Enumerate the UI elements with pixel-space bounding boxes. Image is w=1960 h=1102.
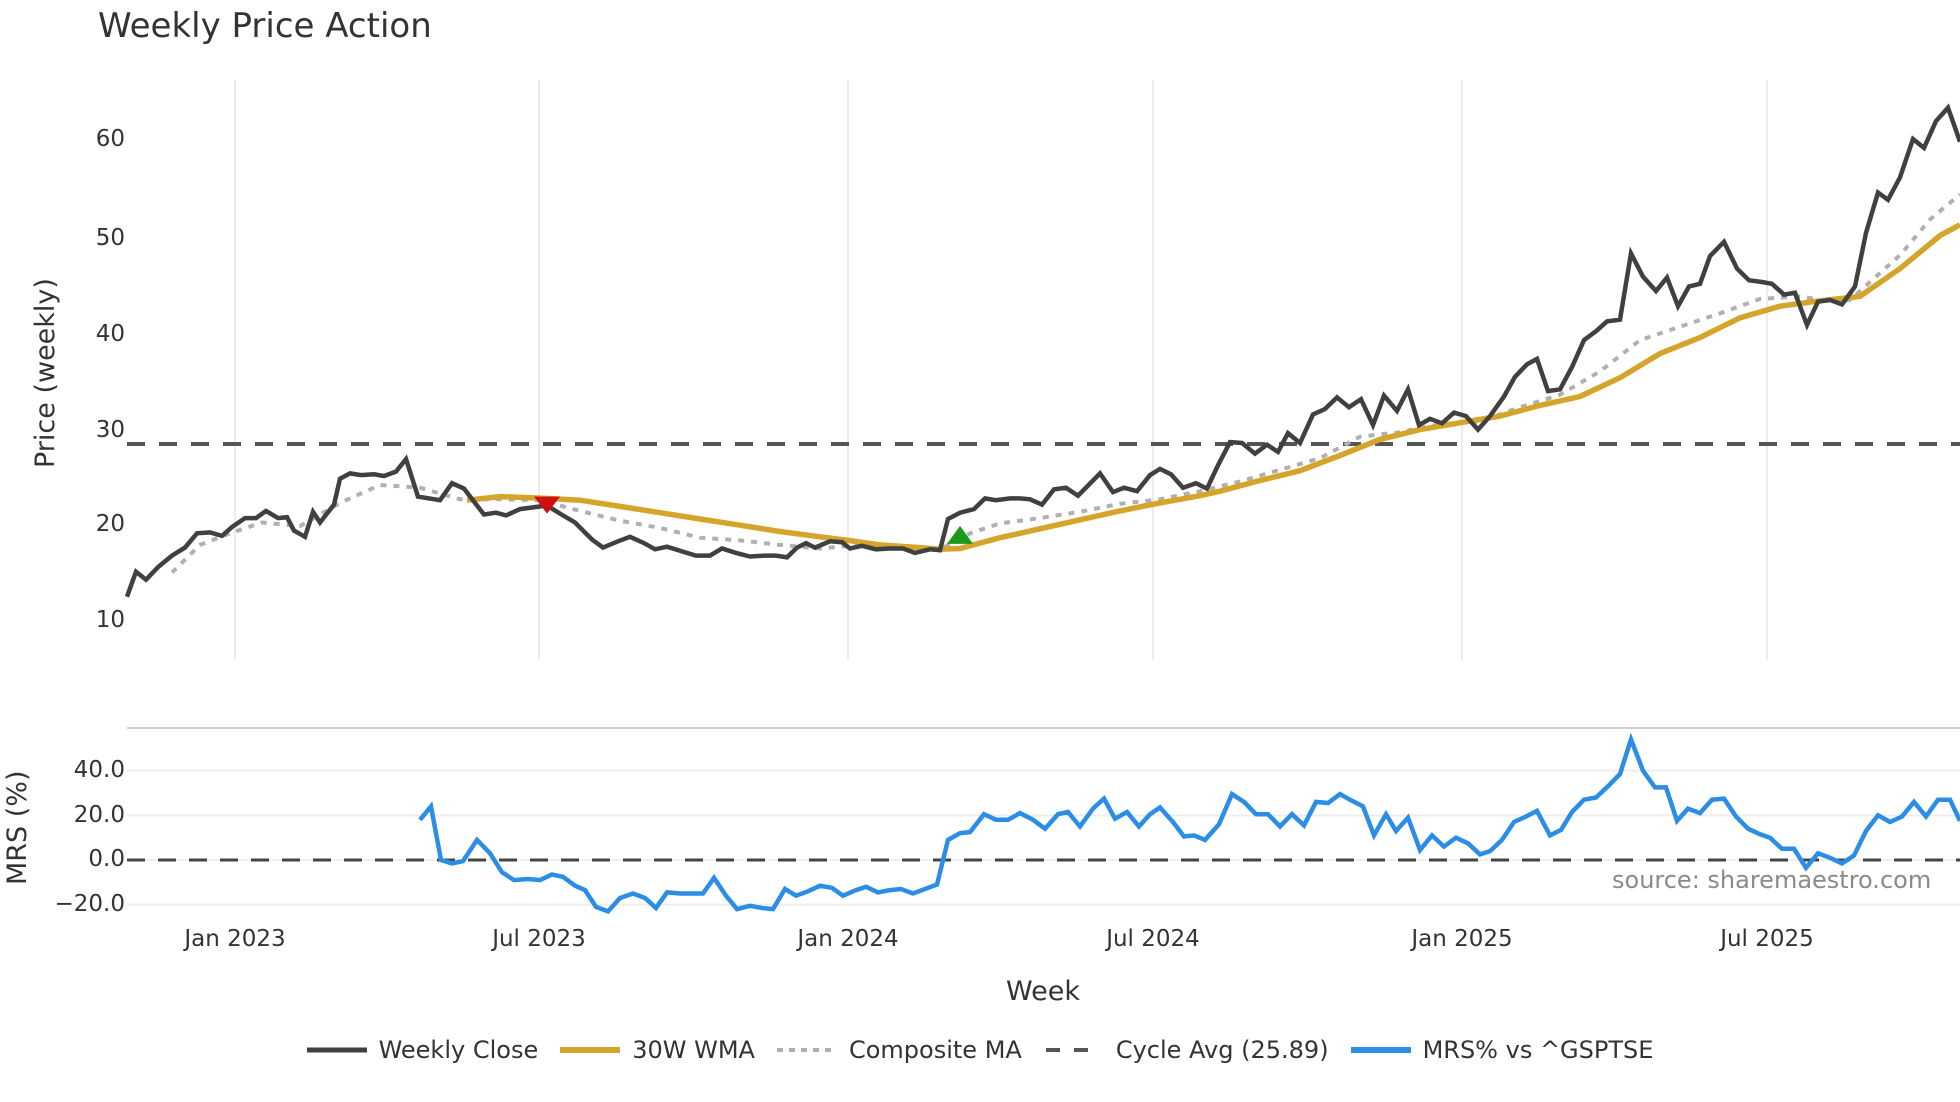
price-y-tick: 40 bbox=[95, 321, 125, 347]
mrs-y-tick: 0.0 bbox=[88, 846, 125, 872]
legend-label: 30W WMA bbox=[632, 1036, 755, 1064]
price-y-tick: 60 bbox=[95, 126, 125, 152]
wma-30w-line bbox=[466, 222, 1960, 553]
mrs-y-axis-label: MRS (%) bbox=[2, 770, 33, 886]
legend-label: Composite MA bbox=[848, 1036, 1022, 1064]
mrs-series-layer bbox=[127, 732, 1960, 915]
legend-item-cycle-avg[interactable]: Cycle Avg (25.89) bbox=[1044, 1036, 1329, 1064]
source-annotation: source: sharemaestro.com bbox=[1612, 866, 1932, 894]
legend-label: MRS% vs ^GSPTSE bbox=[1422, 1036, 1654, 1064]
legend-label: Weekly Close bbox=[378, 1036, 539, 1064]
legend-item-composite-ma[interactable]: Composite MA bbox=[776, 1036, 1022, 1064]
mrs-y-tick: 40.0 bbox=[73, 757, 125, 783]
x-tick: Jul 2024 bbox=[1106, 926, 1200, 952]
price-y-tick: 50 bbox=[95, 225, 125, 251]
price-y-tick: 30 bbox=[95, 417, 125, 443]
x-tick: Jul 2025 bbox=[1720, 926, 1814, 952]
signal-markers bbox=[534, 496, 973, 544]
dotted-line-swatch-icon bbox=[776, 1048, 837, 1052]
mrs-y-tick: 20.0 bbox=[73, 802, 125, 828]
sell-signal-triangle-down-icon bbox=[534, 496, 560, 514]
solid-line-swatch-icon bbox=[1350, 1047, 1411, 1053]
solid-line-swatch-icon bbox=[560, 1047, 621, 1053]
legend-item-30w-wma[interactable]: 30W WMA bbox=[560, 1036, 755, 1064]
legend-item-weekly-close[interactable]: Weekly Close bbox=[306, 1036, 539, 1064]
legend: Weekly Close 30W WMA Composite MA Cycle … bbox=[0, 1036, 1960, 1064]
x-tick: Jan 2023 bbox=[184, 926, 286, 952]
composite-ma-line bbox=[170, 192, 1960, 575]
x-tick: Jul 2023 bbox=[492, 926, 586, 952]
vertical-gridlines bbox=[234, 80, 1768, 660]
mrs-y-tick: −20.0 bbox=[54, 891, 125, 917]
x-tick: Jan 2025 bbox=[1411, 926, 1513, 952]
dashed-line-swatch-icon bbox=[1045, 1048, 1102, 1052]
mrs-line bbox=[418, 732, 1960, 915]
buy-signal-triangle-up-icon bbox=[947, 525, 973, 544]
weekly-close-line bbox=[124, 103, 1960, 598]
price-y-tick: 20 bbox=[95, 511, 125, 537]
chart-title: Weekly Price Action bbox=[98, 6, 432, 46]
x-axis-label: Week bbox=[1006, 976, 1080, 1007]
x-tick: Jan 2024 bbox=[797, 926, 899, 952]
legend-item-mrs[interactable]: MRS% vs ^GSPTSE bbox=[1350, 1036, 1654, 1064]
price-y-tick: 10 bbox=[95, 607, 125, 633]
price-series-layer bbox=[124, 103, 1960, 598]
solid-line-swatch-icon bbox=[306, 1047, 367, 1053]
legend-label: Cycle Avg (25.89) bbox=[1115, 1036, 1329, 1064]
